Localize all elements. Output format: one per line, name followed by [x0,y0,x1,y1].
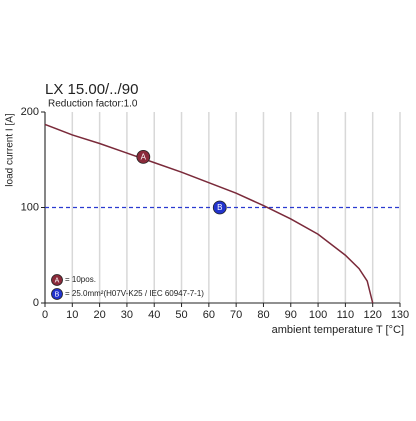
chart-subtitle: Reduction factor:1.0 [48,99,138,110]
marker [212,200,227,215]
x-tick-label: 110 [337,309,355,321]
x-axis-label: ambient temperature T [°C] [272,324,404,336]
x-tick-label: 50 [175,309,187,321]
chart-title: LX 15.00/../90 [45,81,138,98]
x-tick-label: 70 [230,309,242,321]
x-tick-label: 120 [364,309,382,321]
marker-label: B [217,203,222,212]
y-axis-label: load current I [A] [5,113,16,187]
curve [44,123,374,304]
marker [136,149,151,164]
legend-text: = 10pos. [65,275,96,284]
legend-marker-label: B [55,291,60,298]
y-tick-label: 100 [21,201,39,213]
x-tick-label: 40 [148,309,160,321]
y-tick-label: 0 [33,297,39,309]
x-tick-label: 10 [66,309,78,321]
legend-marker [51,274,63,286]
x-tick-label: 100 [309,309,327,321]
marker-label: A [141,152,147,161]
x-tick-label: 60 [203,309,215,321]
x-tick-label: 130 [391,309,409,321]
x-tick-label: 20 [93,309,105,321]
x-tick-label: 80 [257,309,269,321]
y-tick-label: 200 [21,106,39,118]
x-tick-label: 0 [42,309,48,321]
x-tick-label: 30 [121,309,133,321]
legend-text: = 25.0mm²(H07V-K25 / IEC 60947-7-1) [65,289,204,298]
x-tick-label: 90 [285,309,297,321]
legend-marker-label: A [55,277,60,284]
legend-marker [51,288,63,300]
